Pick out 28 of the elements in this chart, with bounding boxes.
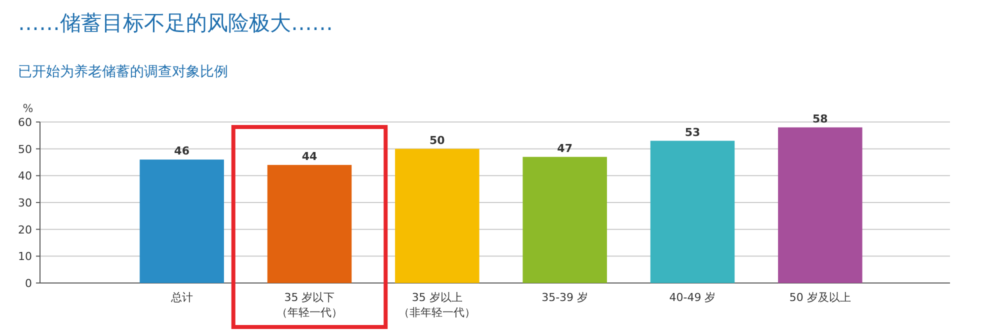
chart-subtitle: 已开始为养老储蓄的调查对象比例	[18, 64, 228, 80]
y-tick-label: 20	[18, 223, 32, 236]
bar	[778, 127, 862, 283]
data-label: 58	[812, 112, 828, 126]
x-tick-label: 35-39 岁	[542, 291, 588, 304]
x-tick-label: 50 岁及以上	[789, 291, 851, 304]
bar	[267, 164, 352, 283]
y-tick-label: 0	[25, 277, 32, 290]
x-tick-label: 35 岁以上（非年轻一代）	[398, 291, 476, 319]
bar	[650, 140, 735, 283]
y-tick-label: 50	[18, 142, 32, 156]
y-axis-title: %	[22, 102, 34, 115]
bar	[395, 148, 480, 283]
y-tick-label: 40	[18, 170, 32, 183]
data-label: 44	[302, 150, 318, 163]
y-tick-label: 30	[18, 196, 32, 210]
data-label: 46	[174, 144, 190, 158]
bar	[140, 160, 224, 283]
x-tick-label: 40-49 岁	[669, 291, 716, 304]
data-label: 50	[430, 134, 446, 147]
y-tick-label: 60	[18, 116, 32, 129]
x-tick-label: 总计	[170, 291, 193, 304]
x-tick-label: 35 岁以下（年轻一代）	[276, 291, 342, 319]
data-label: 47	[557, 142, 572, 155]
bar	[522, 156, 607, 283]
chart-title: ……储蓄目标不足的风险极大……	[18, 11, 333, 35]
data-label: 53	[684, 126, 700, 139]
y-tick-label: 10	[18, 250, 32, 264]
